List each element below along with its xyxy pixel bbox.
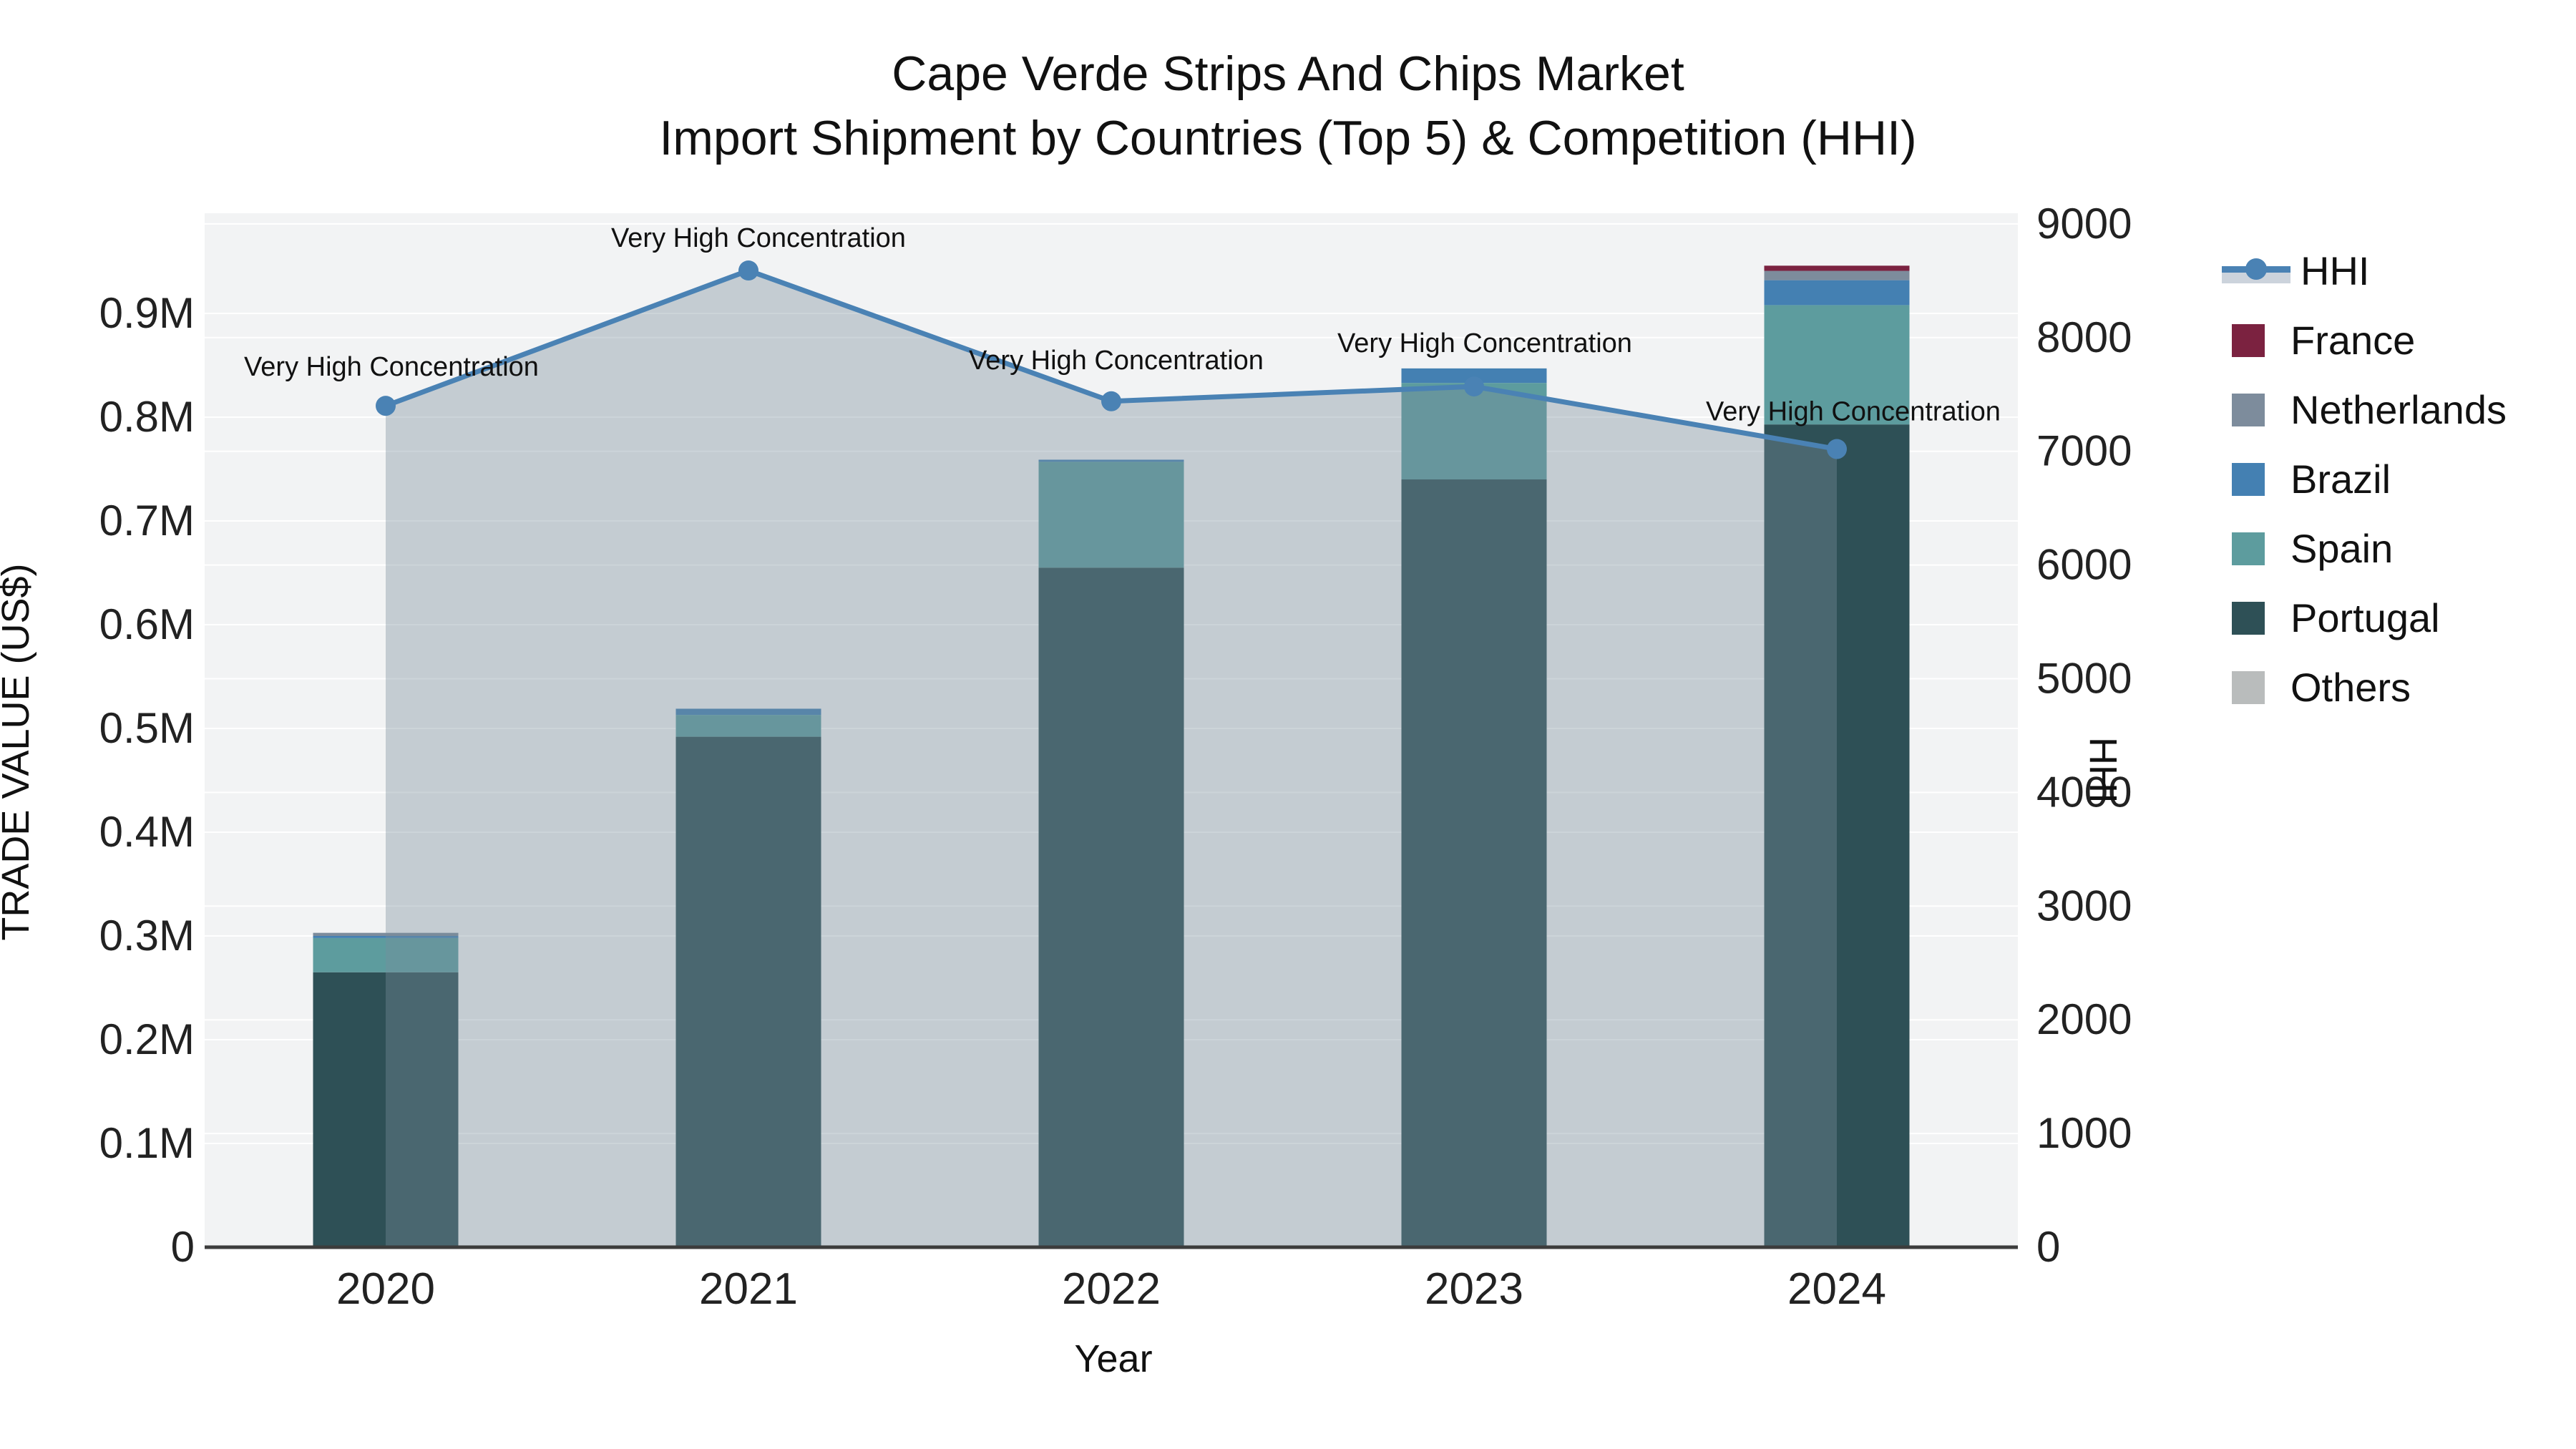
legend-label: Others — [2290, 665, 2411, 710]
hhi-legend-dot — [2245, 258, 2267, 280]
legend-label: Portugal — [2290, 595, 2440, 640]
y-right-tick-label: 5000 — [2036, 655, 2132, 703]
bar-segment-portugal[interactable] — [1401, 479, 1547, 1247]
hhi-marker-2023[interactable] — [1464, 376, 1484, 397]
x-tick-label: 2024 — [1787, 1264, 1886, 1314]
y-left-tick-label: 0.4M — [99, 808, 195, 856]
y-left-tick-label: 0.8M — [99, 393, 195, 441]
hhi-marker-2022[interactable] — [1101, 391, 1121, 411]
y-left-tick-label: 0.9M — [99, 289, 195, 337]
y-left-tick-label: 0.6M — [99, 600, 195, 648]
legend-swatch-portugal — [2232, 601, 2265, 635]
y-right-tick-label: 4000 — [2036, 768, 2132, 816]
y-right-tick-label: 8000 — [2036, 313, 2132, 361]
y-right-tick-label: 0 — [2036, 1223, 2060, 1271]
y-left-tick-label: 0.2M — [99, 1015, 195, 1063]
y-right-tick-label: 7000 — [2036, 427, 2132, 475]
legend-swatch-netherlands — [2232, 393, 2265, 426]
legend-label: Netherlands — [2290, 387, 2507, 432]
bar-segment-brazil[interactable] — [1401, 368, 1547, 384]
x-tick-label: 2021 — [699, 1264, 798, 1314]
bar-segment-portugal[interactable] — [675, 736, 821, 1247]
bar-segment-spain[interactable] — [675, 715, 821, 737]
hhi-legend-glyph-icon — [2222, 255, 2290, 288]
bar-segment-spain[interactable] — [1764, 305, 1910, 425]
x-tick-label: 2023 — [1425, 1264, 1523, 1314]
x-axis-title: Year — [1074, 1337, 1153, 1380]
y-right-tick-label: 3000 — [2036, 882, 2132, 930]
chart-title: Cape Verde Strips And Chips Market Impor… — [0, 42, 2576, 170]
bar-segment-brazil[interactable] — [313, 936, 459, 938]
chart-title-line2: Import Shipment by Countries (Top 5) & C… — [659, 111, 1917, 165]
legend-item-brazil[interactable]: Brazil — [2222, 444, 2507, 514]
annotation-label: Very High Concentration — [611, 223, 906, 253]
legend-label: Brazil — [2290, 457, 2391, 502]
legend-label: Spain — [2290, 526, 2394, 571]
bar-segment-brazil[interactable] — [1038, 459, 1184, 462]
bar-segment-portugal[interactable] — [313, 972, 459, 1247]
annotation-label: Very High Concentration — [1337, 328, 1632, 358]
bar-segment-spain[interactable] — [313, 937, 459, 972]
x-tick-label: 2020 — [336, 1264, 435, 1314]
hhi-marker-2020[interactable] — [376, 396, 396, 416]
y-axis-left-title: TRADE VALUE (US$) — [0, 563, 37, 941]
bar-segment-netherlands[interactable] — [1764, 270, 1910, 280]
y-right-tick-label: 6000 — [2036, 541, 2132, 589]
hhi-marker-2021[interactable] — [738, 260, 758, 281]
y-left-tick-label: 0 — [171, 1223, 195, 1271]
bar-segment-spain[interactable] — [1038, 462, 1184, 568]
y-axis-right-title: HHI — [2082, 737, 2124, 804]
legend-swatch-france — [2232, 323, 2265, 357]
legend-item-portugal[interactable]: Portugal — [2222, 583, 2507, 653]
annotation-label: Very High Concentration — [969, 346, 1264, 376]
legend-swatch-others — [2232, 670, 2265, 704]
bar-segment-spain[interactable] — [1401, 383, 1547, 479]
x-tick-label: 2022 — [1062, 1264, 1161, 1314]
legend-item-spain[interactable]: Spain — [2222, 514, 2507, 583]
y-left-tick-label: 0.3M — [99, 912, 195, 960]
legend-swatch-brazil — [2232, 462, 2265, 496]
bar-segment-netherlands[interactable] — [313, 932, 459, 936]
bar-segment-portugal[interactable] — [1764, 424, 1910, 1247]
legend-swatch-spain — [2232, 532, 2265, 565]
legend-item-france[interactable]: France — [2222, 306, 2507, 375]
annotation-label: Very High Concentration — [244, 352, 539, 382]
legend-item-hhi[interactable]: HHI — [2222, 236, 2507, 306]
y-left-tick-label: 0.1M — [99, 1119, 195, 1167]
y-right-tick-label: 2000 — [2036, 995, 2132, 1043]
y-right-tick-label: 1000 — [2036, 1109, 2132, 1157]
legend-label: HHI — [2301, 248, 2370, 293]
hhi-area-fill — [386, 270, 1837, 1247]
bar-segment-france[interactable] — [1764, 265, 1910, 271]
hhi-marker-2024[interactable] — [1827, 439, 1847, 459]
bar-segment-portugal[interactable] — [1038, 567, 1184, 1247]
bar-segment-brazil[interactable] — [675, 708, 821, 716]
annotation-label: Very High Concentration — [1706, 397, 2001, 427]
chart-title-line1: Cape Verde Strips And Chips Market — [892, 47, 1684, 101]
legend-item-netherlands[interactable]: Netherlands — [2222, 375, 2507, 444]
legend-label: France — [2290, 318, 2416, 363]
bar-segment-brazil[interactable] — [1764, 280, 1910, 306]
legend: HHI France Netherlands Brazil Spain Portugal O… — [2222, 236, 2507, 722]
y-left-tick-label: 0.5M — [99, 704, 195, 752]
y-left-tick-label: 0.7M — [99, 497, 195, 545]
y-right-tick-label: 9000 — [2036, 200, 2132, 248]
legend-item-others[interactable]: Others — [2222, 653, 2507, 722]
